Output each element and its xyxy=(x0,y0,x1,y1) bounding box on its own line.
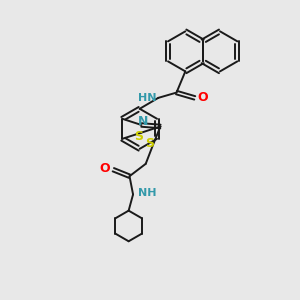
Text: HN: HN xyxy=(138,93,157,103)
Text: S: S xyxy=(145,137,154,150)
Text: O: O xyxy=(197,92,208,104)
Text: NH: NH xyxy=(138,188,157,198)
Text: N: N xyxy=(138,115,148,128)
Text: O: O xyxy=(100,162,110,175)
Text: S: S xyxy=(134,130,143,143)
